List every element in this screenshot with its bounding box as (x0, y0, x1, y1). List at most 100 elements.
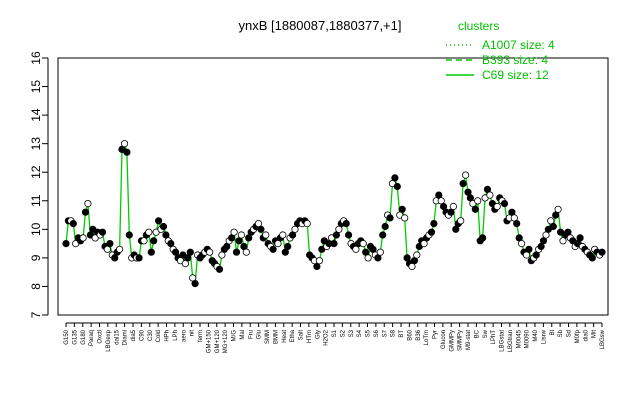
data-point (62, 240, 70, 248)
data-point (135, 254, 143, 262)
data-point (539, 237, 548, 245)
x-tick-label: M/G (232, 330, 238, 342)
data-point (206, 248, 214, 256)
data-point (191, 279, 199, 288)
x-tick-label: B36 (416, 329, 422, 340)
data-point (123, 148, 131, 156)
data-point (576, 234, 584, 242)
y-tick-label: 7 (29, 311, 43, 318)
x-tick-label: M40 (533, 329, 539, 341)
legend-title: clusters (458, 19, 499, 33)
y-tick-label: 8 (29, 283, 43, 290)
x-tick-label: S6 (374, 329, 380, 337)
data-point (125, 231, 133, 239)
data-point (69, 220, 77, 228)
data-point (81, 208, 90, 216)
data-point (359, 240, 367, 248)
data-point (486, 191, 494, 199)
x-tick-label: nit (190, 330, 196, 337)
x-axis: G150 G135 G180 Paraq Oxctl LBGexp dal15 Diami di… (64, 322, 606, 353)
data-point (279, 231, 287, 239)
x-tick-label: BMM (273, 330, 279, 344)
x-tick-label: dal15 (114, 329, 120, 344)
x-tick-label: S5 (366, 329, 372, 337)
data-point (386, 214, 394, 222)
x-tick-label: Sb (558, 329, 564, 337)
data-point (430, 220, 438, 228)
data-point (155, 217, 163, 225)
x-tick-label: SMMPy (458, 330, 464, 351)
x-tick-label: Glucon (441, 330, 447, 349)
x-tick-label: C90 (139, 329, 145, 341)
y-tick-label: 14 (29, 108, 43, 122)
x-tick-label: B60 (407, 329, 413, 340)
x-tick-label: dia0 (583, 329, 589, 341)
legend-label: B393 size: 4 (482, 53, 548, 67)
x-tick-label: H2O2 (324, 329, 330, 345)
x-tick-label: M0090 (525, 329, 531, 348)
chart-title: ynxB [1880087,1880377,+1] (238, 18, 401, 33)
data-point (313, 262, 321, 271)
data-point (237, 231, 245, 239)
data-point (393, 182, 401, 191)
x-tick-label: Etha (290, 329, 296, 342)
data-point (145, 228, 153, 236)
data-point (427, 228, 436, 236)
data-point (262, 231, 270, 239)
x-tick-label: HPh (165, 330, 171, 342)
data-point (376, 248, 384, 256)
x-tick-label: S7 (382, 329, 388, 337)
x-tick-label: aero (181, 329, 187, 342)
x-tick-label: BC (474, 329, 480, 338)
data-point (471, 205, 479, 213)
data-point (159, 222, 168, 231)
data-point (315, 257, 323, 265)
data-point (150, 237, 158, 245)
data-point (364, 254, 372, 262)
x-tick-label: Lisrw (541, 329, 547, 344)
x-tick-label: M0045 (516, 329, 522, 348)
x-tick-label: Sw (483, 329, 489, 338)
y-tick-label: 15 (29, 80, 43, 94)
x-tick-label: S2 (340, 329, 346, 337)
x-tick-label: LPh (173, 330, 179, 341)
x-tick-label: Paraq (89, 330, 95, 346)
data-point (106, 240, 114, 248)
data-point (459, 180, 467, 188)
y-tick-label: 13 (29, 137, 43, 151)
x-tick-label: Salt (299, 330, 305, 341)
data-point (344, 231, 353, 239)
x-tick-label: MG+120 (223, 329, 229, 353)
x-tick-label: LPhT (491, 330, 497, 345)
x-tick-label: C30 (148, 329, 154, 341)
data-point (517, 240, 526, 248)
x-tick-label: Glu (257, 330, 263, 339)
series-line (65, 141, 603, 284)
x-tick-label: LBGtran (508, 330, 514, 352)
data-point (493, 202, 501, 211)
data-point (461, 171, 470, 179)
data-point (449, 202, 457, 211)
y-tick-label: 12 (29, 165, 43, 179)
x-tick-label: Gly (315, 330, 321, 339)
y-tick-label: 16 (29, 51, 43, 65)
plot-frame (57, 57, 609, 316)
data-point (120, 140, 129, 148)
data-point (79, 234, 87, 242)
x-tick-label: Heat (282, 330, 288, 343)
x-tick-label: dia5 (131, 329, 137, 341)
data-point (549, 222, 557, 231)
y-axis: 7 8 9 10 11 12 13 14 15 16 (29, 51, 49, 318)
data-point (215, 265, 224, 273)
data-point (342, 220, 350, 228)
x-tick-label: G150 (64, 329, 70, 344)
data-point (525, 245, 533, 253)
x-tick-label: Oxctl (98, 330, 104, 344)
legend-label: A1007 size: 4 (482, 38, 555, 52)
data-point (98, 228, 107, 236)
x-tick-label: M0fp (575, 329, 581, 343)
data-point (513, 220, 521, 228)
y-tick-label: 11 (29, 194, 43, 207)
data-point (391, 174, 399, 182)
